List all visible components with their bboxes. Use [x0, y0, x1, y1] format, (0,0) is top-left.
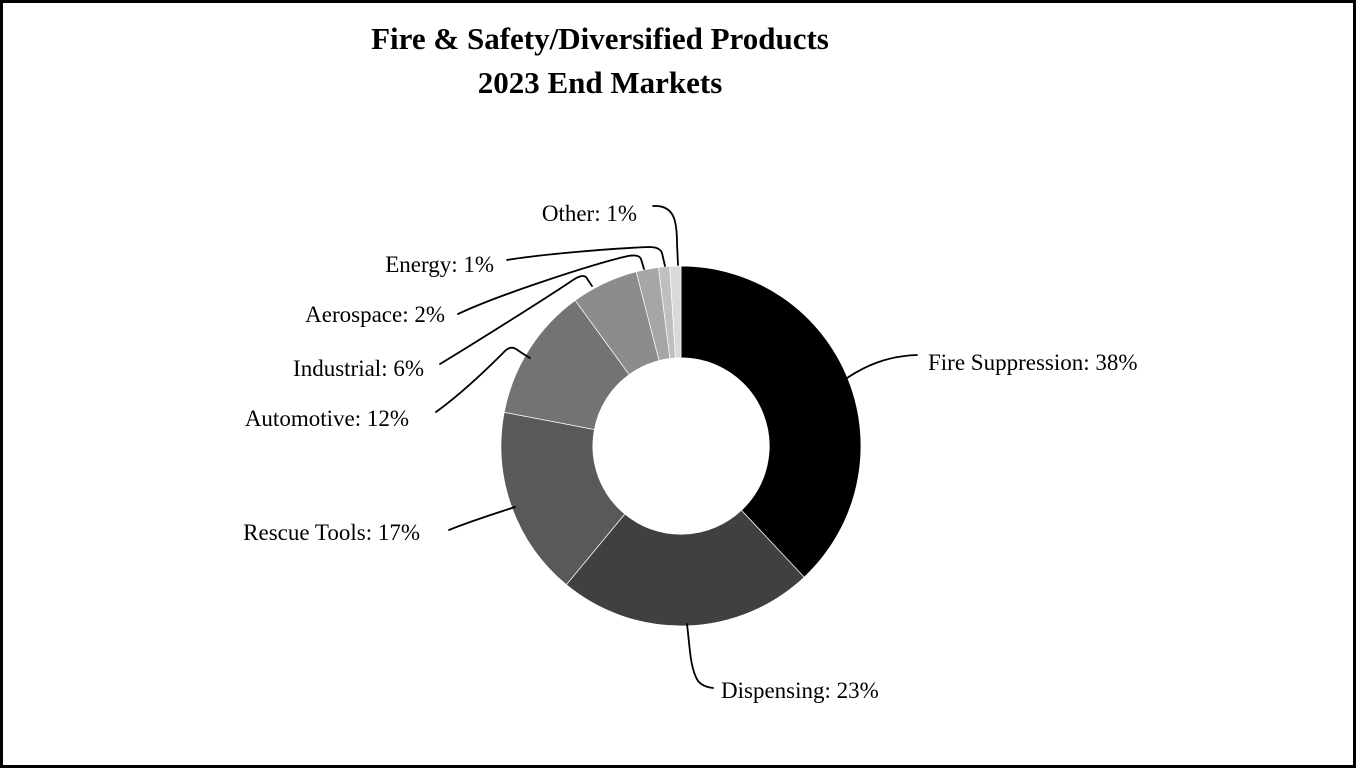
leader-line-other: [652, 205, 679, 266]
donut-chart-canvas: [435, 205, 918, 689]
callout-energy: Energy: 1%: [385, 252, 494, 277]
leader-line-rescue-tools: [448, 506, 516, 531]
callout-other: Other: 1%: [541, 201, 637, 226]
pie-slice-fire-suppression: [680, 265, 862, 578]
pie-slice-rescue-tools: [500, 411, 626, 586]
leader-line-energy: [506, 246, 666, 267]
callout-aerospace: Aerospace: 2%: [305, 302, 445, 327]
callout-rescue-tools: Rescue Tools: 17%: [243, 520, 420, 545]
chart-title-line1: Fire & Safety/Diversified Products: [371, 21, 829, 56]
callout-dispensing: Dispensing: 23%: [721, 678, 879, 703]
chart-title-line2: 2023 End Markets: [477, 65, 723, 100]
pie-slice-other: [669, 265, 682, 359]
chart-title: Fire & Safety/Diversified Products 2023 …: [3, 17, 1197, 105]
donut-chart: [500, 265, 862, 627]
leader-line-aerospace: [457, 254, 645, 315]
callout-industrial: Industrial: 6%: [293, 356, 424, 381]
pie-slice-dispensing: [565, 509, 805, 627]
callout-fire-suppression: Fire Suppression: 38%: [928, 350, 1138, 375]
leader-line-fire-suppression: [846, 354, 918, 379]
leader-line-dispensing: [686, 623, 714, 689]
callout-automotive: Automotive: 12%: [244, 406, 409, 431]
leader-line-automotive: [435, 346, 531, 413]
leader-line-industrial: [439, 275, 593, 365]
leader-lines: [435, 205, 918, 689]
